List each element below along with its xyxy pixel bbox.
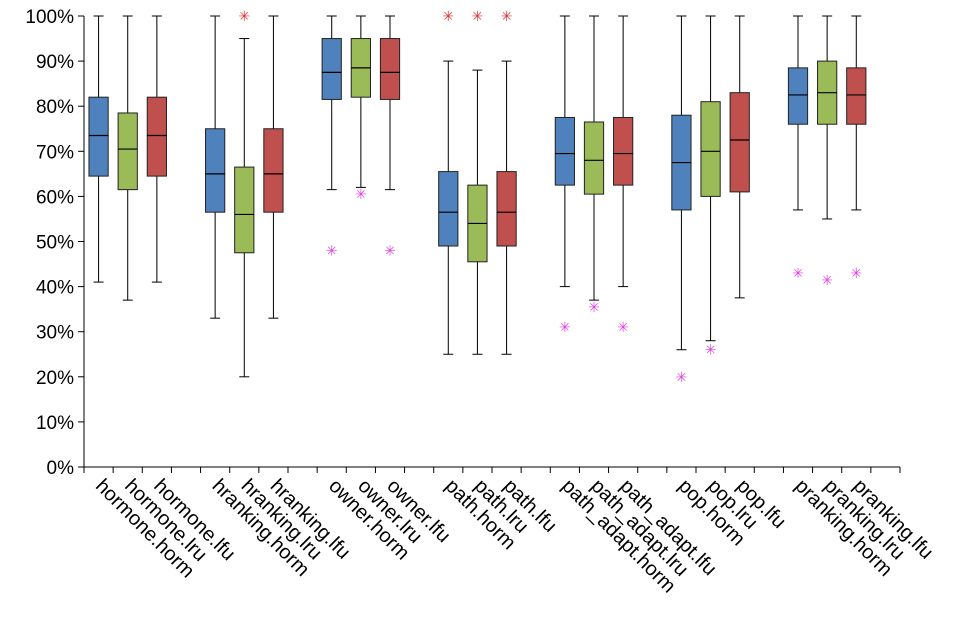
box-pop.lfu [729, 15, 750, 299]
outlier-marker: ✳ [442, 9, 454, 25]
box-path_adapt.lfu: ✳ [613, 15, 634, 336]
outlier-marker: ✳ [501, 9, 513, 25]
box-iqr [729, 92, 750, 193]
y-tick-label: 50% [36, 233, 74, 254]
box-iqr [205, 128, 226, 213]
outlier-marker: ✳ [792, 266, 804, 282]
box-iqr [613, 116, 634, 186]
box-iqr [787, 67, 809, 125]
box-hranking.horm [205, 15, 226, 319]
box-iqr [88, 96, 109, 177]
outlier-marker: ✳ [472, 9, 484, 25]
axes: 0% 10% 20% 30% 40% 50% 60% 70% 80% 90% 100% [25, 7, 901, 479]
y-tick-label: 40% [36, 278, 74, 299]
box-iqr [583, 121, 605, 195]
box-iqr [234, 166, 255, 254]
box-path_adapt.lru: ✳ [583, 15, 605, 316]
y-tick-label: 70% [36, 142, 74, 163]
box-owner.horm: ✳ [321, 15, 342, 260]
y-tick-label: 0% [47, 458, 75, 479]
y-tick-label: 80% [36, 97, 74, 118]
box-iqr [321, 38, 342, 100]
box-hranking.lfu [263, 15, 284, 319]
outlier-marker: ✳ [326, 244, 338, 260]
box-owner.lfu: ✳ [379, 15, 401, 260]
y-tick-label: 30% [36, 323, 74, 344]
box-path.lfu: ✳ [496, 9, 517, 355]
box-hranking.lru: ✳ [234, 9, 255, 378]
y-tick-label: 90% [36, 52, 74, 73]
box-pranking.horm: ✳ [787, 15, 809, 282]
y-tick-label: 60% [36, 187, 74, 208]
box-iqr [554, 116, 575, 186]
box-path_adapt.horm: ✳ [554, 15, 575, 336]
outlier-marker: ✳ [355, 187, 367, 203]
box-iqr [379, 38, 401, 100]
outlier-marker: ✳ [850, 266, 862, 282]
y-tick-label: 100% [25, 7, 74, 28]
box-iqr [146, 96, 167, 177]
category-labels: hormone.hormhormone.lruhormone.lfuhranki… [91, 475, 937, 597]
outlier-marker: ✳ [559, 320, 571, 336]
outlier-marker: ✳ [705, 343, 717, 359]
box-pranking.lru: ✳ [817, 15, 838, 289]
box-hormone.lru [117, 15, 138, 301]
box-hormone.horm [88, 15, 109, 283]
outlier-marker: ✳ [617, 320, 629, 336]
outlier-marker: ✳ [384, 244, 396, 260]
box-iqr [263, 128, 284, 213]
box-owner.lru: ✳ [350, 15, 371, 203]
box-pop.lru: ✳ [700, 15, 721, 359]
box-path.lru: ✳ [467, 9, 488, 355]
outlier-marker: ✳ [676, 370, 688, 386]
boxes: ✳ ✳ ✳ ✳ ✳ ✳ ✳ ✳ ✳ ✳ ✳ ✳ ✳ ✳ ✳ [88, 9, 867, 386]
box-iqr [700, 101, 721, 197]
box-pop.horm: ✳ [671, 15, 692, 386]
outlier-marker: ✳ [821, 273, 833, 289]
outlier-marker: ✳ [588, 300, 600, 316]
box-iqr [438, 171, 459, 247]
box-hormone.lfu [146, 15, 167, 283]
y-tick-label: 20% [36, 368, 74, 389]
box-pranking.lfu: ✳ [846, 15, 867, 282]
box-iqr [496, 171, 517, 247]
box-iqr [117, 112, 138, 191]
outlier-marker: ✳ [238, 9, 250, 25]
box-path.horm: ✳ [438, 9, 459, 355]
box-iqr [846, 67, 867, 125]
y-tick-label: 10% [36, 413, 74, 434]
